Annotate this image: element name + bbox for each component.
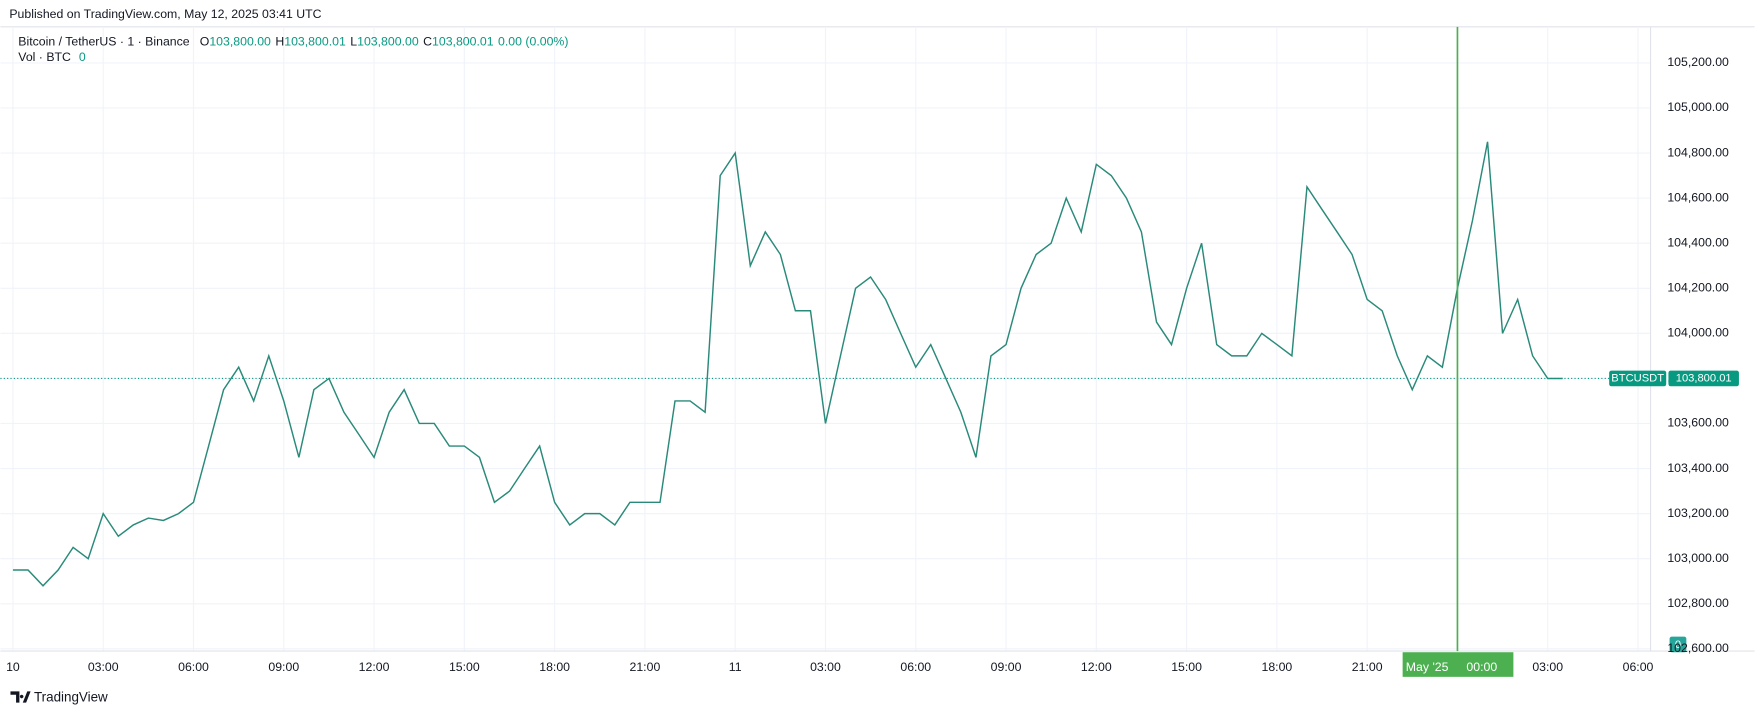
volume-axis-label: 0 <box>1675 639 1681 651</box>
x-tick-label: 03:00 <box>1532 660 1563 674</box>
x-tick-label: 09:00 <box>268 660 299 674</box>
y-tick-label: 103,200.00 <box>1667 506 1729 520</box>
crosshair-date: 12 May '25 <box>1389 660 1449 674</box>
grid <box>0 26 1651 652</box>
x-tick-label: 06:00 <box>178 660 209 674</box>
y-tick-label: 104,800.00 <box>1667 145 1729 159</box>
change: 0.00 (0.00%) <box>498 35 568 49</box>
ohlc-key: O <box>200 35 210 49</box>
ohlc-value: 103,800.01 <box>284 35 346 49</box>
symbol: Bitcoin / TetherUS · 1 · Binance <box>18 35 189 49</box>
volume-legend: Vol · BTC 0 <box>18 50 86 64</box>
price-line <box>12 141 1563 587</box>
ohlc-value: 103,800.00 <box>209 35 271 49</box>
volume-label: Vol · BTC <box>18 50 71 64</box>
ohlc-key: H <box>275 35 284 49</box>
crosshair-time: 00:00 <box>1466 660 1497 674</box>
y-tick-label: 103,400.00 <box>1667 461 1729 475</box>
y-tick-label: 105,200.00 <box>1667 55 1729 69</box>
x-tick-label: 21:00 <box>630 660 661 674</box>
crosshair-box <box>1402 652 1514 677</box>
ohlc-key: L <box>350 35 357 49</box>
x-tick-label: 03:00 <box>810 660 841 674</box>
x-tick-label: 10 <box>6 660 20 674</box>
volume-value: 0 <box>79 50 86 64</box>
x-tick-label: 15:00 <box>449 660 480 674</box>
symbol-box <box>1609 370 1667 387</box>
y-tick-label: 103,600.00 <box>1667 416 1729 430</box>
x-tick-label: 11 <box>729 660 742 674</box>
x-tick-label: 12:00 <box>1081 660 1112 674</box>
ohlc-key: C <box>423 35 432 49</box>
symbol-legend: Bitcoin / TetherUS · 1 · Binance O103,80… <box>18 35 568 49</box>
ohlc-value: 103,800.01 <box>432 35 494 49</box>
x-tick-label: 12:00 <box>359 660 390 674</box>
x-tick-label: 15:00 <box>1171 660 1202 674</box>
y-tick-label: 102,600.00 <box>1667 641 1729 655</box>
last-price-box <box>1668 370 1739 387</box>
y-tick-label: 103,000.00 <box>1667 551 1729 565</box>
x-tick-label: 06:00 <box>1623 660 1654 674</box>
brand-logo <box>10 691 31 703</box>
plot <box>12 141 1563 587</box>
x-tick-label: 18:00 <box>539 660 570 674</box>
x-tick-label: 21:00 <box>1352 660 1383 674</box>
x-tick-label: 03:00 <box>88 660 119 674</box>
volume-axis-box <box>1669 636 1687 653</box>
x-tick-label: 09:00 <box>991 660 1022 674</box>
ohlc-value: 103,800.00 <box>357 35 419 49</box>
y-tick-label: 104,600.00 <box>1667 190 1729 204</box>
x-tick-label: 06:00 <box>900 660 931 674</box>
symbol-label: BTCUSDT <box>1611 372 1664 384</box>
last-price-label: 103,800.01 <box>1676 372 1732 384</box>
y-tick-label: 104,000.00 <box>1667 326 1729 340</box>
brand: TradingView <box>34 690 108 705</box>
y-tick-label: 104,200.00 <box>1667 281 1729 295</box>
y-tick-label: 105,000.00 <box>1667 100 1729 114</box>
y-tick-label: 102,800.00 <box>1667 596 1729 610</box>
published-note: Published on TradingView.com, May 12, 20… <box>9 7 321 21</box>
y-tick-label: 104,400.00 <box>1667 235 1729 249</box>
x-tick-label: 18:00 <box>1261 660 1292 674</box>
